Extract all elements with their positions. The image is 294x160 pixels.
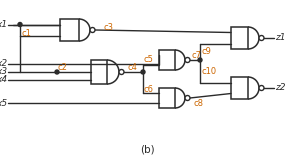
Text: c7: c7 — [192, 52, 202, 60]
Circle shape — [18, 23, 22, 27]
Circle shape — [55, 70, 59, 74]
Text: x4: x4 — [0, 76, 7, 84]
Text: x2: x2 — [0, 60, 7, 68]
Text: c5: c5 — [144, 56, 154, 64]
Circle shape — [141, 70, 145, 74]
Text: c8: c8 — [193, 99, 203, 108]
Text: c9: c9 — [202, 47, 212, 56]
Text: x3: x3 — [0, 68, 7, 76]
Text: c4: c4 — [127, 64, 137, 72]
Circle shape — [259, 36, 264, 40]
Circle shape — [119, 69, 124, 75]
Circle shape — [259, 85, 264, 91]
Text: c10: c10 — [202, 67, 217, 76]
Circle shape — [90, 28, 95, 32]
Text: z2: z2 — [275, 84, 285, 92]
Text: z1: z1 — [275, 33, 285, 43]
Text: c3: c3 — [103, 23, 113, 32]
Text: c1: c1 — [21, 29, 31, 39]
Text: c6: c6 — [144, 84, 154, 93]
Circle shape — [198, 58, 202, 62]
Text: (b): (b) — [140, 145, 154, 155]
Text: x5: x5 — [0, 99, 7, 108]
Circle shape — [185, 57, 190, 63]
Text: c2: c2 — [58, 64, 68, 72]
Circle shape — [185, 96, 190, 100]
Text: x1: x1 — [0, 20, 7, 29]
